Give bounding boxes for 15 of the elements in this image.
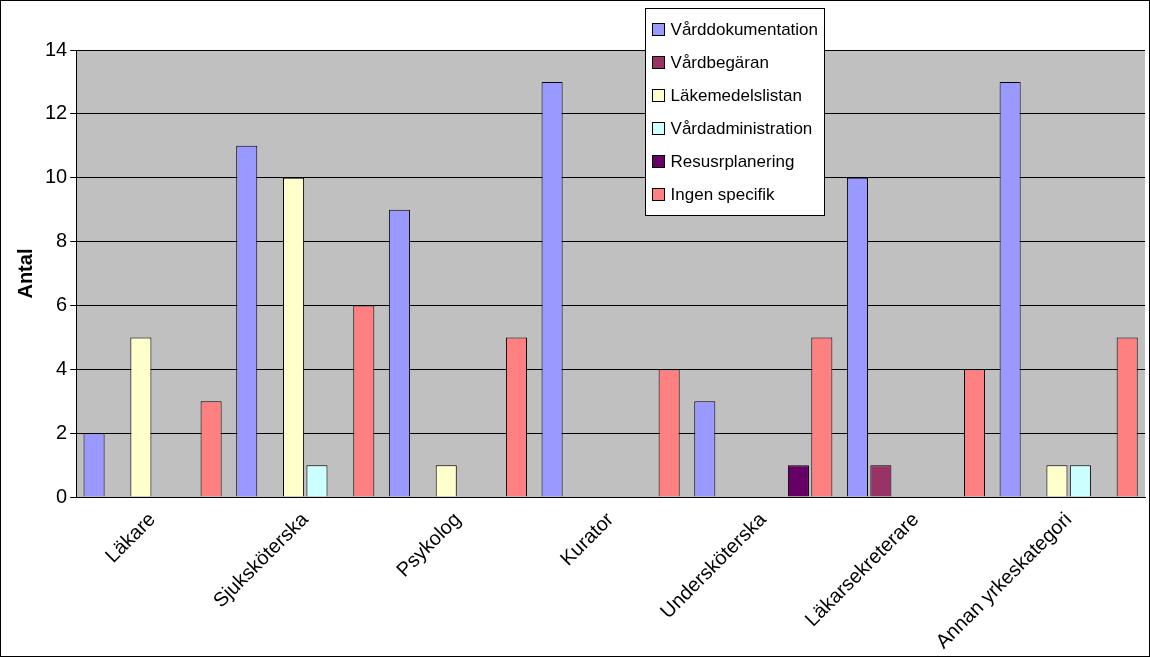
y-tick-label: 14	[45, 37, 68, 60]
legend-label: Vårddokumentation	[669, 18, 818, 41]
y-tick-label: 10	[45, 165, 68, 188]
legend-label: Ingen specifik	[669, 183, 776, 206]
y-tick-label: 12	[45, 101, 68, 124]
y-tick-label: 0	[56, 484, 68, 507]
legend-label: Läkemedelslistan	[669, 84, 803, 107]
y-tick-label: 2	[56, 420, 68, 443]
y-tick-label: 4	[56, 356, 68, 379]
y-tick-label: 6	[56, 293, 68, 316]
legend-label: Vårdadministration	[669, 117, 814, 140]
legend-label: Resusrplanering	[669, 150, 796, 173]
legend-label: Vårdbegäran	[669, 51, 770, 74]
y-tick-label: 8	[56, 229, 68, 252]
y-axis-title: Antal	[13, 248, 36, 299]
